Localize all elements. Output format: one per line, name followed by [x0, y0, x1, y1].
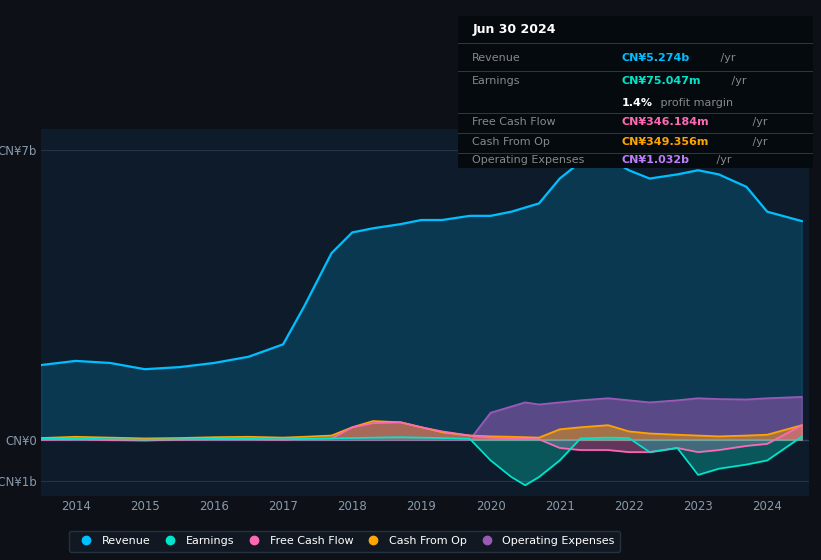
- Text: CN¥1.032b: CN¥1.032b: [621, 155, 690, 165]
- Text: 1.4%: 1.4%: [621, 97, 652, 108]
- Legend: Revenue, Earnings, Free Cash Flow, Cash From Op, Operating Expenses: Revenue, Earnings, Free Cash Flow, Cash …: [69, 530, 621, 552]
- Text: /yr: /yr: [727, 76, 746, 86]
- Text: /yr: /yr: [749, 137, 768, 147]
- Text: Earnings: Earnings: [472, 76, 521, 86]
- Text: Jun 30 2024: Jun 30 2024: [472, 23, 556, 36]
- Text: profit margin: profit margin: [657, 97, 733, 108]
- Text: CN¥75.047m: CN¥75.047m: [621, 76, 701, 86]
- Text: Cash From Op: Cash From Op: [472, 137, 550, 147]
- Text: Revenue: Revenue: [472, 53, 521, 63]
- Text: CN¥346.184m: CN¥346.184m: [621, 117, 709, 127]
- Text: CN¥5.274b: CN¥5.274b: [621, 53, 690, 63]
- Text: /yr: /yr: [717, 53, 736, 63]
- Text: /yr: /yr: [749, 117, 768, 127]
- Text: Operating Expenses: Operating Expenses: [472, 155, 585, 165]
- Text: Free Cash Flow: Free Cash Flow: [472, 117, 556, 127]
- Text: /yr: /yr: [713, 155, 732, 165]
- Text: CN¥349.356m: CN¥349.356m: [621, 137, 709, 147]
